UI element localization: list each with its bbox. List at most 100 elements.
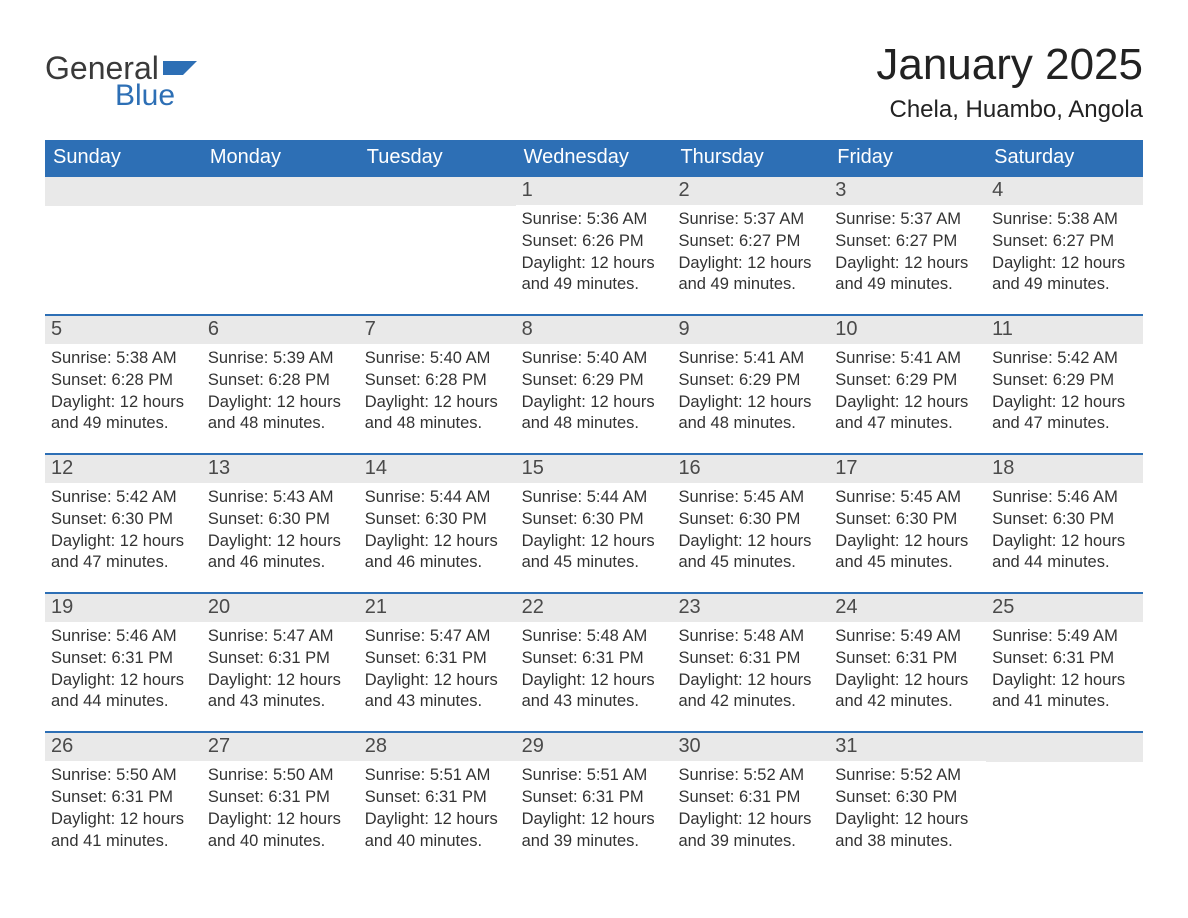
calendar-day: 12Sunrise: 5:42 AMSunset: 6:30 PMDayligh… <box>45 455 202 592</box>
day-details: Sunrise: 5:41 AMSunset: 6:29 PMDaylight:… <box>672 344 829 453</box>
day-details: Sunrise: 5:42 AMSunset: 6:30 PMDaylight:… <box>45 483 202 592</box>
sunrise-text: Sunrise: 5:44 AM <box>365 487 510 509</box>
sunset-text: Sunset: 6:27 PM <box>992 231 1137 253</box>
day-details: Sunrise: 5:40 AMSunset: 6:28 PMDaylight:… <box>359 344 516 453</box>
day-details: Sunrise: 5:48 AMSunset: 6:31 PMDaylight:… <box>672 622 829 731</box>
calendar-day: 16Sunrise: 5:45 AMSunset: 6:30 PMDayligh… <box>672 455 829 592</box>
day-details: Sunrise: 5:37 AMSunset: 6:27 PMDaylight:… <box>829 205 986 314</box>
day-details: Sunrise: 5:49 AMSunset: 6:31 PMDaylight:… <box>986 622 1143 731</box>
day-number: 31 <box>829 733 986 761</box>
day-number: 3 <box>829 177 986 205</box>
sunrise-text: Sunrise: 5:46 AM <box>51 626 196 648</box>
day-details: Sunrise: 5:40 AMSunset: 6:29 PMDaylight:… <box>516 344 673 453</box>
calendar: Sunday Monday Tuesday Wednesday Thursday… <box>45 140 1143 870</box>
day-number: 20 <box>202 594 359 622</box>
daylight-text: Daylight: 12 hours and 42 minutes. <box>835 670 980 714</box>
calendar-day: 5Sunrise: 5:38 AMSunset: 6:28 PMDaylight… <box>45 316 202 453</box>
sunset-text: Sunset: 6:31 PM <box>51 648 196 670</box>
daylight-text: Daylight: 12 hours and 44 minutes. <box>51 670 196 714</box>
sunset-text: Sunset: 6:27 PM <box>835 231 980 253</box>
calendar-day: 30Sunrise: 5:52 AMSunset: 6:31 PMDayligh… <box>672 733 829 870</box>
day-details: Sunrise: 5:52 AMSunset: 6:31 PMDaylight:… <box>672 761 829 870</box>
calendar-day <box>986 733 1143 870</box>
sunrise-text: Sunrise: 5:36 AM <box>522 209 667 231</box>
day-details: Sunrise: 5:41 AMSunset: 6:29 PMDaylight:… <box>829 344 986 453</box>
daylight-text: Daylight: 12 hours and 43 minutes. <box>522 670 667 714</box>
sunrise-text: Sunrise: 5:49 AM <box>835 626 980 648</box>
sunrise-text: Sunrise: 5:39 AM <box>208 348 353 370</box>
day-details: Sunrise: 5:47 AMSunset: 6:31 PMDaylight:… <box>359 622 516 731</box>
sunrise-text: Sunrise: 5:51 AM <box>522 765 667 787</box>
sunrise-text: Sunrise: 5:45 AM <box>835 487 980 509</box>
day-details: Sunrise: 5:45 AMSunset: 6:30 PMDaylight:… <box>672 483 829 592</box>
sunrise-text: Sunrise: 5:42 AM <box>51 487 196 509</box>
day-details: Sunrise: 5:46 AMSunset: 6:31 PMDaylight:… <box>45 622 202 731</box>
day-number: 12 <box>45 455 202 483</box>
day-number: 28 <box>359 733 516 761</box>
sunrise-text: Sunrise: 5:48 AM <box>522 626 667 648</box>
day-details: Sunrise: 5:36 AMSunset: 6:26 PMDaylight:… <box>516 205 673 314</box>
day-details: Sunrise: 5:49 AMSunset: 6:31 PMDaylight:… <box>829 622 986 731</box>
day-details: Sunrise: 5:51 AMSunset: 6:31 PMDaylight:… <box>516 761 673 870</box>
sunrise-text: Sunrise: 5:44 AM <box>522 487 667 509</box>
calendar-day: 19Sunrise: 5:46 AMSunset: 6:31 PMDayligh… <box>45 594 202 731</box>
day-number <box>359 177 516 206</box>
day-number: 6 <box>202 316 359 344</box>
sunrise-text: Sunrise: 5:38 AM <box>51 348 196 370</box>
day-number <box>986 733 1143 762</box>
sunset-text: Sunset: 6:26 PM <box>522 231 667 253</box>
calendar-day: 4Sunrise: 5:38 AMSunset: 6:27 PMDaylight… <box>986 177 1143 314</box>
daylight-text: Daylight: 12 hours and 48 minutes. <box>208 392 353 436</box>
day-number: 21 <box>359 594 516 622</box>
calendar-day: 28Sunrise: 5:51 AMSunset: 6:31 PMDayligh… <box>359 733 516 870</box>
calendar-day: 18Sunrise: 5:46 AMSunset: 6:30 PMDayligh… <box>986 455 1143 592</box>
day-number <box>45 177 202 206</box>
day-details: Sunrise: 5:51 AMSunset: 6:31 PMDaylight:… <box>359 761 516 870</box>
sunset-text: Sunset: 6:31 PM <box>835 648 980 670</box>
calendar-day <box>202 177 359 314</box>
sunrise-text: Sunrise: 5:48 AM <box>678 626 823 648</box>
sunrise-text: Sunrise: 5:51 AM <box>365 765 510 787</box>
daylight-text: Daylight: 12 hours and 46 minutes. <box>365 531 510 575</box>
calendar-week: 1Sunrise: 5:36 AMSunset: 6:26 PMDaylight… <box>45 177 1143 314</box>
title-block: January 2025 Chela, Huambo, Angola <box>876 40 1143 124</box>
day-details: Sunrise: 5:50 AMSunset: 6:31 PMDaylight:… <box>45 761 202 870</box>
calendar-day: 13Sunrise: 5:43 AMSunset: 6:30 PMDayligh… <box>202 455 359 592</box>
dow-thursday: Thursday <box>672 140 829 177</box>
day-details: Sunrise: 5:47 AMSunset: 6:31 PMDaylight:… <box>202 622 359 731</box>
day-number: 16 <box>672 455 829 483</box>
calendar-day: 20Sunrise: 5:47 AMSunset: 6:31 PMDayligh… <box>202 594 359 731</box>
dow-saturday: Saturday <box>986 140 1143 177</box>
sunrise-text: Sunrise: 5:50 AM <box>51 765 196 787</box>
daylight-text: Daylight: 12 hours and 43 minutes. <box>208 670 353 714</box>
day-number: 17 <box>829 455 986 483</box>
calendar-day: 6Sunrise: 5:39 AMSunset: 6:28 PMDaylight… <box>202 316 359 453</box>
sunrise-text: Sunrise: 5:52 AM <box>835 765 980 787</box>
daylight-text: Daylight: 12 hours and 49 minutes. <box>522 253 667 297</box>
flag-icon <box>163 57 199 86</box>
calendar-day: 27Sunrise: 5:50 AMSunset: 6:31 PMDayligh… <box>202 733 359 870</box>
dow-sunday: Sunday <box>45 140 202 177</box>
brand-logo: General Blue <box>45 50 199 113</box>
day-details: Sunrise: 5:44 AMSunset: 6:30 PMDaylight:… <box>359 483 516 592</box>
day-number: 24 <box>829 594 986 622</box>
daylight-text: Daylight: 12 hours and 49 minutes. <box>51 392 196 436</box>
sunrise-text: Sunrise: 5:41 AM <box>835 348 980 370</box>
calendar-week: 5Sunrise: 5:38 AMSunset: 6:28 PMDaylight… <box>45 314 1143 453</box>
calendar-day: 25Sunrise: 5:49 AMSunset: 6:31 PMDayligh… <box>986 594 1143 731</box>
calendar-day: 23Sunrise: 5:48 AMSunset: 6:31 PMDayligh… <box>672 594 829 731</box>
sunrise-text: Sunrise: 5:47 AM <box>365 626 510 648</box>
sunset-text: Sunset: 6:29 PM <box>522 370 667 392</box>
daylight-text: Daylight: 12 hours and 41 minutes. <box>51 809 196 853</box>
day-number: 22 <box>516 594 673 622</box>
day-details: Sunrise: 5:43 AMSunset: 6:30 PMDaylight:… <box>202 483 359 592</box>
day-number: 23 <box>672 594 829 622</box>
sunrise-text: Sunrise: 5:37 AM <box>835 209 980 231</box>
daylight-text: Daylight: 12 hours and 39 minutes. <box>678 809 823 853</box>
dow-monday: Monday <box>202 140 359 177</box>
sunset-text: Sunset: 6:31 PM <box>678 787 823 809</box>
sunset-text: Sunset: 6:28 PM <box>365 370 510 392</box>
calendar-day: 2Sunrise: 5:37 AMSunset: 6:27 PMDaylight… <box>672 177 829 314</box>
daylight-text: Daylight: 12 hours and 48 minutes. <box>365 392 510 436</box>
sunset-text: Sunset: 6:29 PM <box>678 370 823 392</box>
